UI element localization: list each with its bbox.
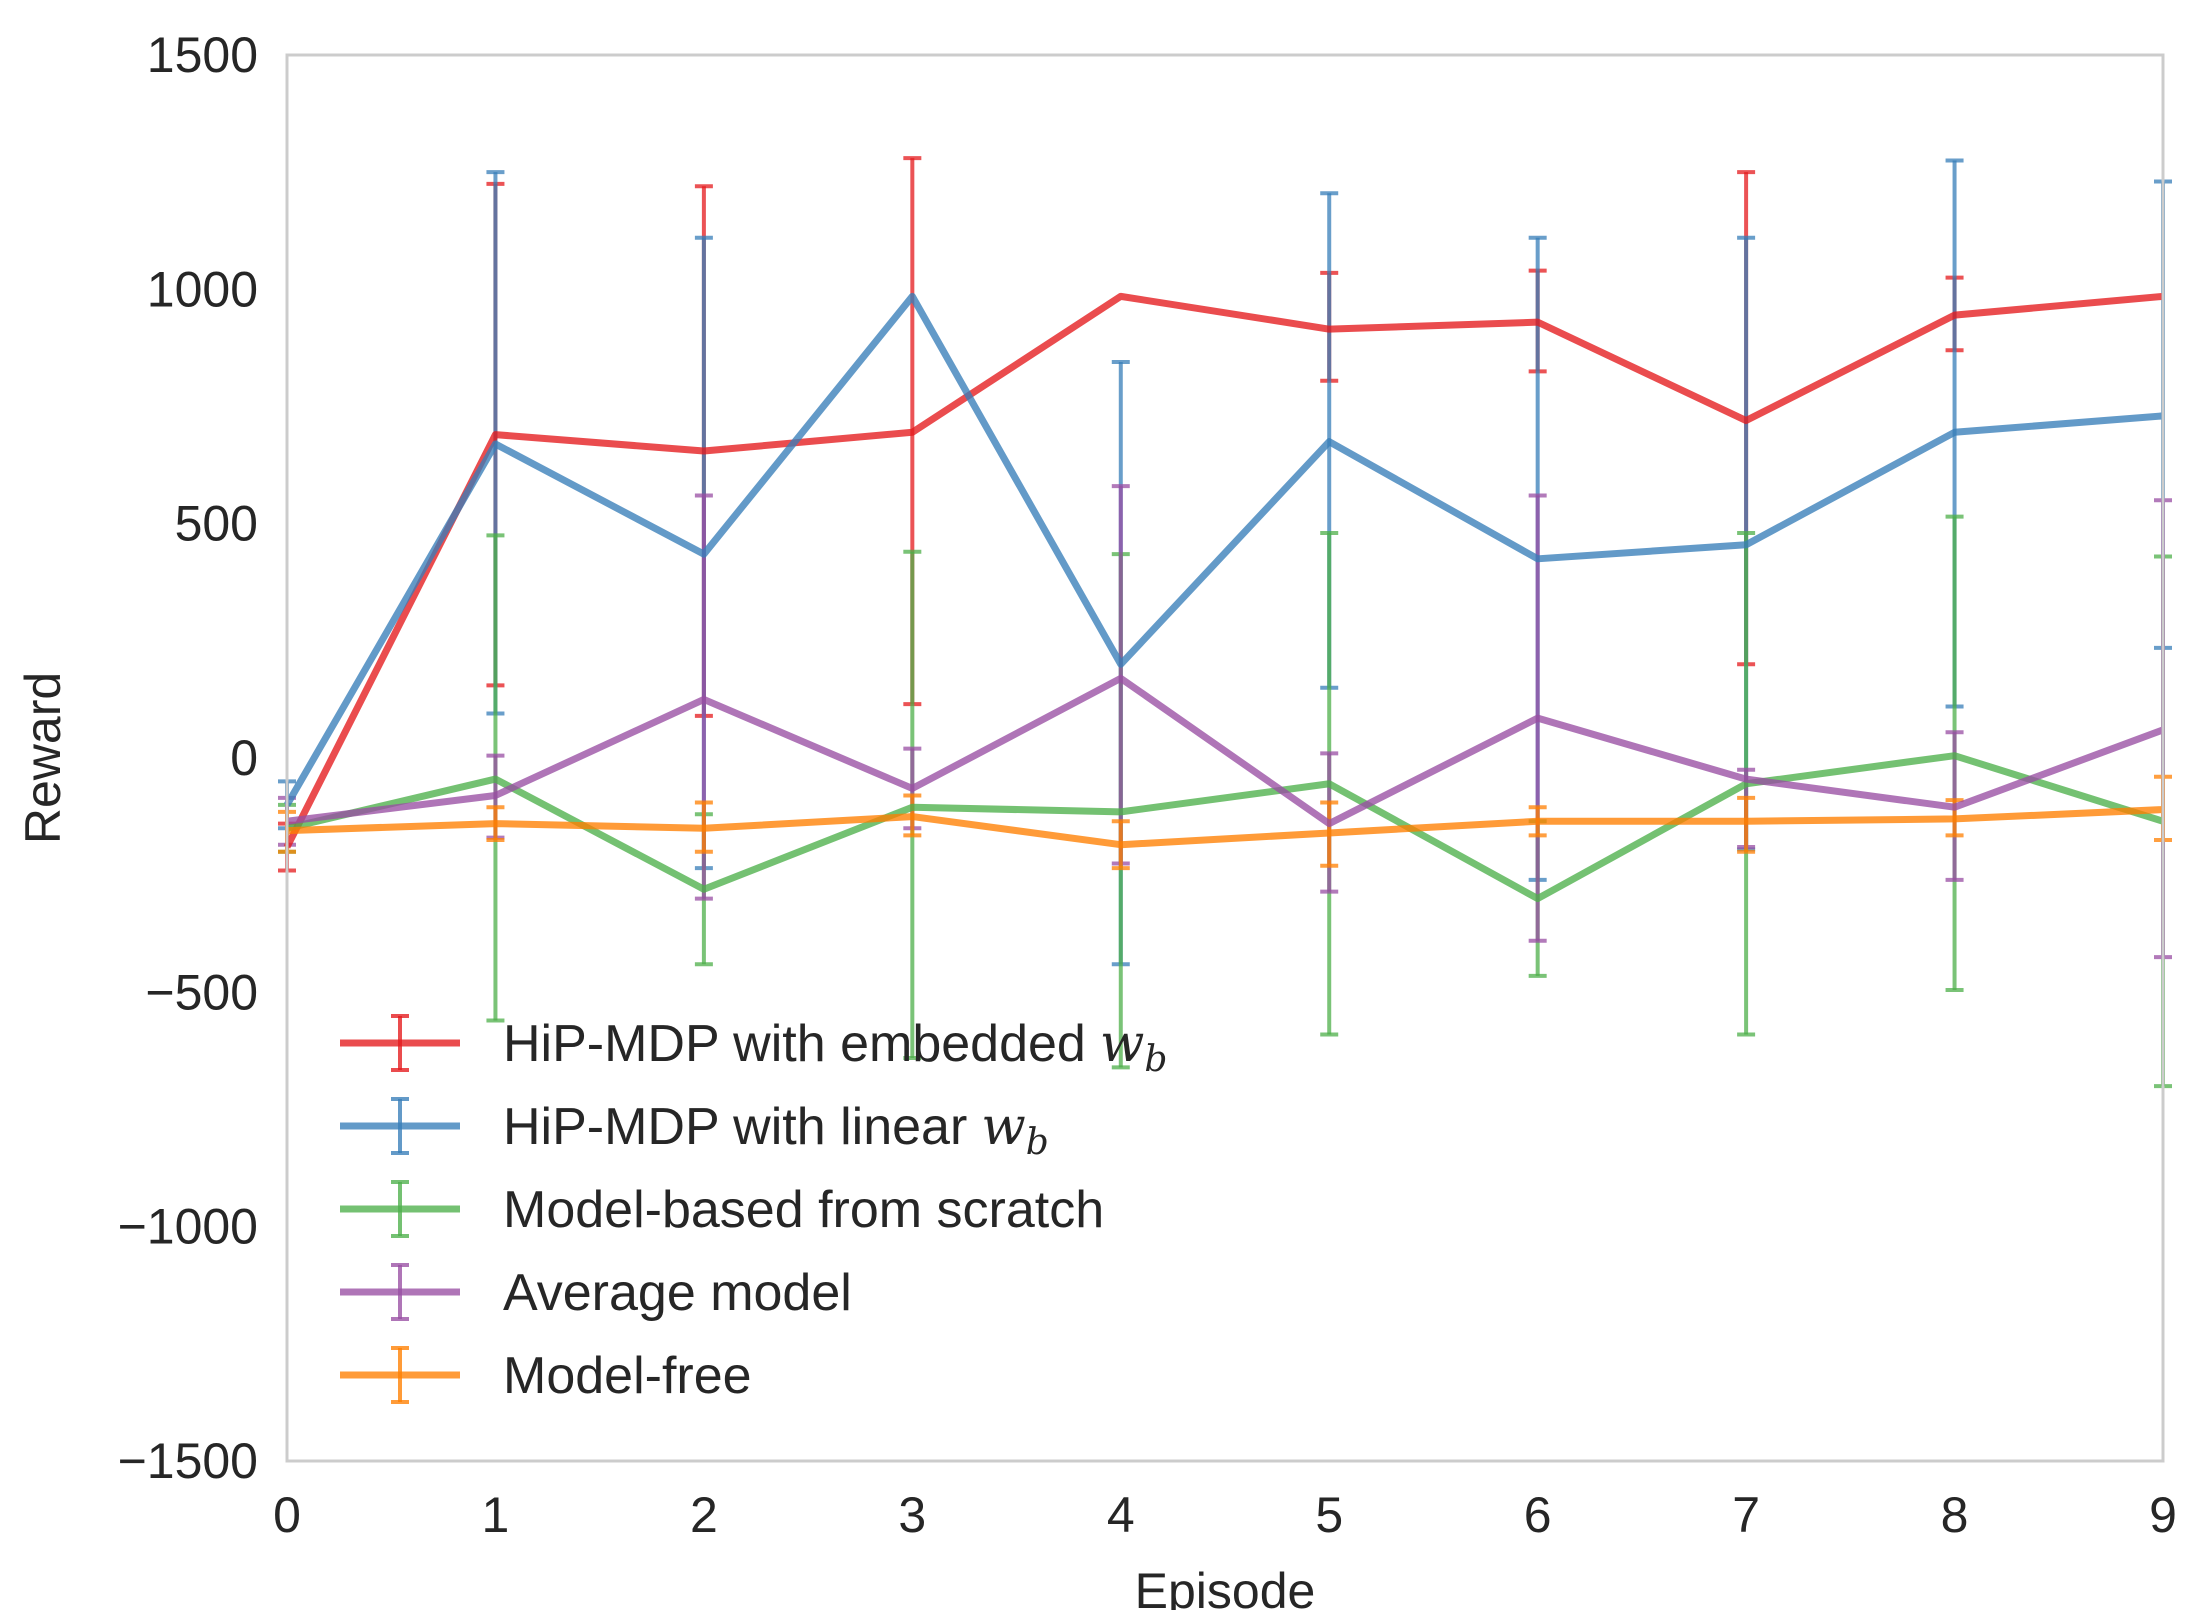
series-line-model-based-from-scratch (286, 752, 2165, 903)
x-tick-label: 2 (690, 1487, 718, 1543)
legend-math-symbol: w (981, 1097, 1026, 1157)
y-tick-label: −500 (145, 964, 258, 1020)
x-tick-label: 8 (1941, 1487, 1969, 1543)
legend-label: Model-based from scratch (503, 1181, 1104, 1239)
x-tick-label: 7 (1732, 1487, 1760, 1543)
y-tick-label: −1000 (118, 1199, 258, 1255)
legend-math-subscript: b (1144, 1039, 1167, 1080)
legend-label-text: HiP-MDP with linear (503, 1098, 967, 1156)
y-tick-label: 0 (230, 730, 258, 786)
y-tick-label: 1000 (147, 261, 258, 317)
series-line-model-free (286, 806, 2164, 849)
legend-label-text: Model-based from scratch (503, 1181, 1104, 1239)
legend-swatch (340, 1014, 460, 1072)
y-tick-label: 1500 (147, 27, 258, 83)
legend-label: HiP-MDP with embedded wb (503, 1014, 1167, 1080)
y-axis-label: Reward (15, 672, 71, 844)
legend-math-subscript: b (1026, 1122, 1049, 1163)
y-tick-label: −1500 (118, 1433, 258, 1489)
x-tick-label: 9 (2149, 1487, 2177, 1543)
errorbar-model-free (1737, 795, 1756, 854)
x-tick-label: 4 (1107, 1487, 1135, 1543)
legend-math-symbol: w (1100, 1014, 1145, 1074)
legend-swatch (340, 1346, 460, 1404)
legend-item-average-model: Average model (340, 1263, 852, 1322)
x-tick-label: 1 (482, 1487, 510, 1543)
legend-swatch (340, 1180, 460, 1238)
legend-item-model-based-from-scratch: Model-based from scratch (340, 1180, 1104, 1239)
series-line-average-model (286, 674, 2165, 828)
legend-swatch (340, 1263, 460, 1321)
legend-label-text: HiP-MDP with embedded (503, 1015, 1086, 1073)
x-tick-label: 3 (898, 1487, 926, 1543)
plot-area (278, 156, 2172, 1089)
legend-item-model-free: Model-free (340, 1346, 752, 1405)
x-tick-label: 6 (1524, 1487, 1552, 1543)
legend-item-hip-mdp-with-linear: HiP-MDP with linear wb (340, 1097, 1049, 1163)
x-axis-label: Episode (1135, 1563, 1316, 1610)
series-line-hip-mdp-with-embedded (283, 292, 2164, 849)
x-tick-label: 5 (1315, 1487, 1343, 1543)
legend-item-hip-mdp-with-embedded: HiP-MDP with embedded wb (340, 1014, 1167, 1080)
legend-swatch (340, 1097, 460, 1155)
y-tick-label: 500 (175, 496, 258, 552)
legend-label: HiP-MDP with linear wb (503, 1097, 1049, 1163)
x-tick-label: 0 (273, 1487, 301, 1543)
series-line-hip-mdp-with-linear (283, 292, 2164, 807)
legend-label-text: Model-free (503, 1347, 752, 1405)
legend-label: Average model (503, 1264, 852, 1322)
legend-label-text: Average model (503, 1264, 852, 1322)
lines-layer (283, 292, 2165, 903)
plot-frame (285, 53, 2165, 1463)
legend-label: Model-free (503, 1347, 752, 1405)
x-axis: 0 1 2 3 4 5 6 7 8 9 (273, 1487, 2177, 1543)
y-axis: −1500 −1000 −500 0 500 1000 1500 (118, 27, 258, 1489)
